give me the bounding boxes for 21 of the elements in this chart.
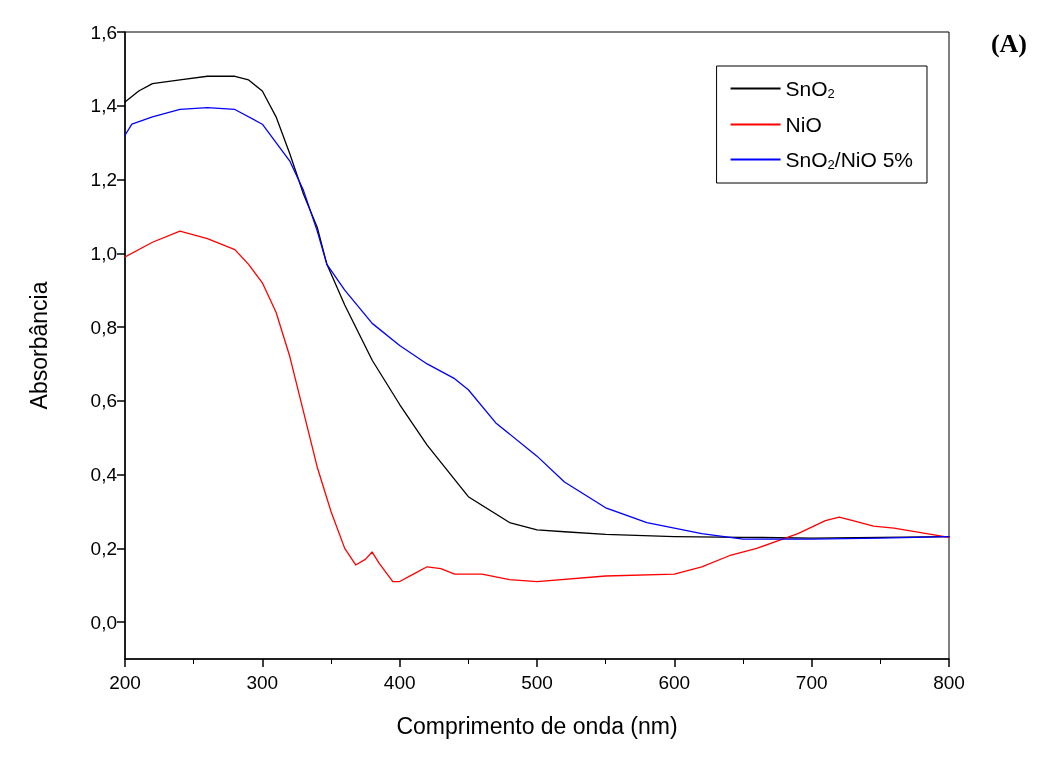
x-tick-label: 600 bbox=[658, 672, 691, 693]
y-tick-label: 1,6 bbox=[90, 21, 117, 43]
y-tick-label: 0,6 bbox=[90, 390, 117, 412]
y-tick-label: 1,4 bbox=[90, 95, 118, 117]
x-tick-label: 400 bbox=[383, 672, 416, 693]
x-tick-label: 200 bbox=[109, 672, 141, 693]
y-tick-label: 0,2 bbox=[90, 537, 117, 559]
x-axis-title: Comprimento de onda (nm) bbox=[396, 712, 678, 739]
x-tick-label: 300 bbox=[246, 672, 279, 693]
y-tick-label: 0,4 bbox=[90, 464, 118, 486]
x-tick-label: 500 bbox=[521, 672, 553, 693]
text: (A) bbox=[990, 28, 1027, 58]
line-series bbox=[124, 230, 950, 583]
y-tick-label: 1,2 bbox=[90, 169, 117, 191]
x-tick-label: 800 bbox=[933, 672, 965, 693]
y-axis-title: Absorbância bbox=[25, 281, 52, 410]
x-tick-label: 700 bbox=[795, 672, 828, 693]
legend-label: NiO bbox=[785, 113, 822, 136]
y-tick-label: 1,0 bbox=[90, 242, 117, 264]
y-tick-label: 0,8 bbox=[90, 316, 117, 338]
y-tick-label: 0,0 bbox=[90, 611, 117, 633]
